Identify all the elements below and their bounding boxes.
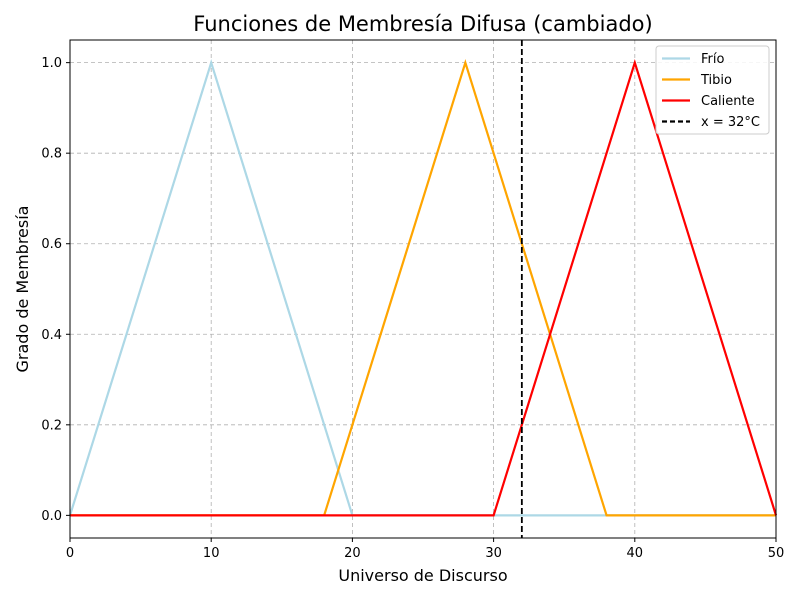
y-axis-label: Grado de Membresía: [13, 206, 32, 373]
x-tick-label: 20: [344, 546, 361, 561]
x-tick-label: 30: [485, 546, 502, 561]
x-axis-label: Universo de Discurso: [338, 566, 507, 585]
plot-area: [68, 40, 778, 538]
legend-label: Tibio: [700, 73, 732, 88]
legend-box: [655, 45, 770, 135]
plot-frame: [69, 39, 777, 539]
y-tick-label: 0.2: [41, 418, 62, 433]
y-tick-label: 0.4: [41, 328, 62, 343]
x-tick-label: 50: [768, 546, 785, 561]
series-line-frío: [68, 58, 776, 517]
x-tick-label: 0: [66, 546, 74, 561]
y-tick-label: 0.6: [41, 237, 62, 252]
y-tick-label: 1.0: [41, 56, 62, 71]
y-tick-label: 0.0: [41, 509, 62, 524]
legend-label: Frío: [701, 52, 724, 67]
legend-label: x = 32°C: [701, 115, 760, 130]
x-tick-label: 10: [203, 546, 220, 561]
legend-label: Caliente: [701, 94, 755, 109]
chart-title: Funciones de Membresía Difusa (cambiado): [193, 12, 652, 36]
legend: Frío Tibio Caliente x = 32°C: [655, 45, 770, 135]
axis-ticks: 0 10 20 30 40 50 0.0 0.2 0.4 0.6 0.8 1.0: [41, 56, 784, 561]
series-line-caliente: [70, 58, 778, 517]
y-tick-label: 0.8: [41, 147, 62, 162]
x-tick-label: 40: [627, 546, 644, 561]
